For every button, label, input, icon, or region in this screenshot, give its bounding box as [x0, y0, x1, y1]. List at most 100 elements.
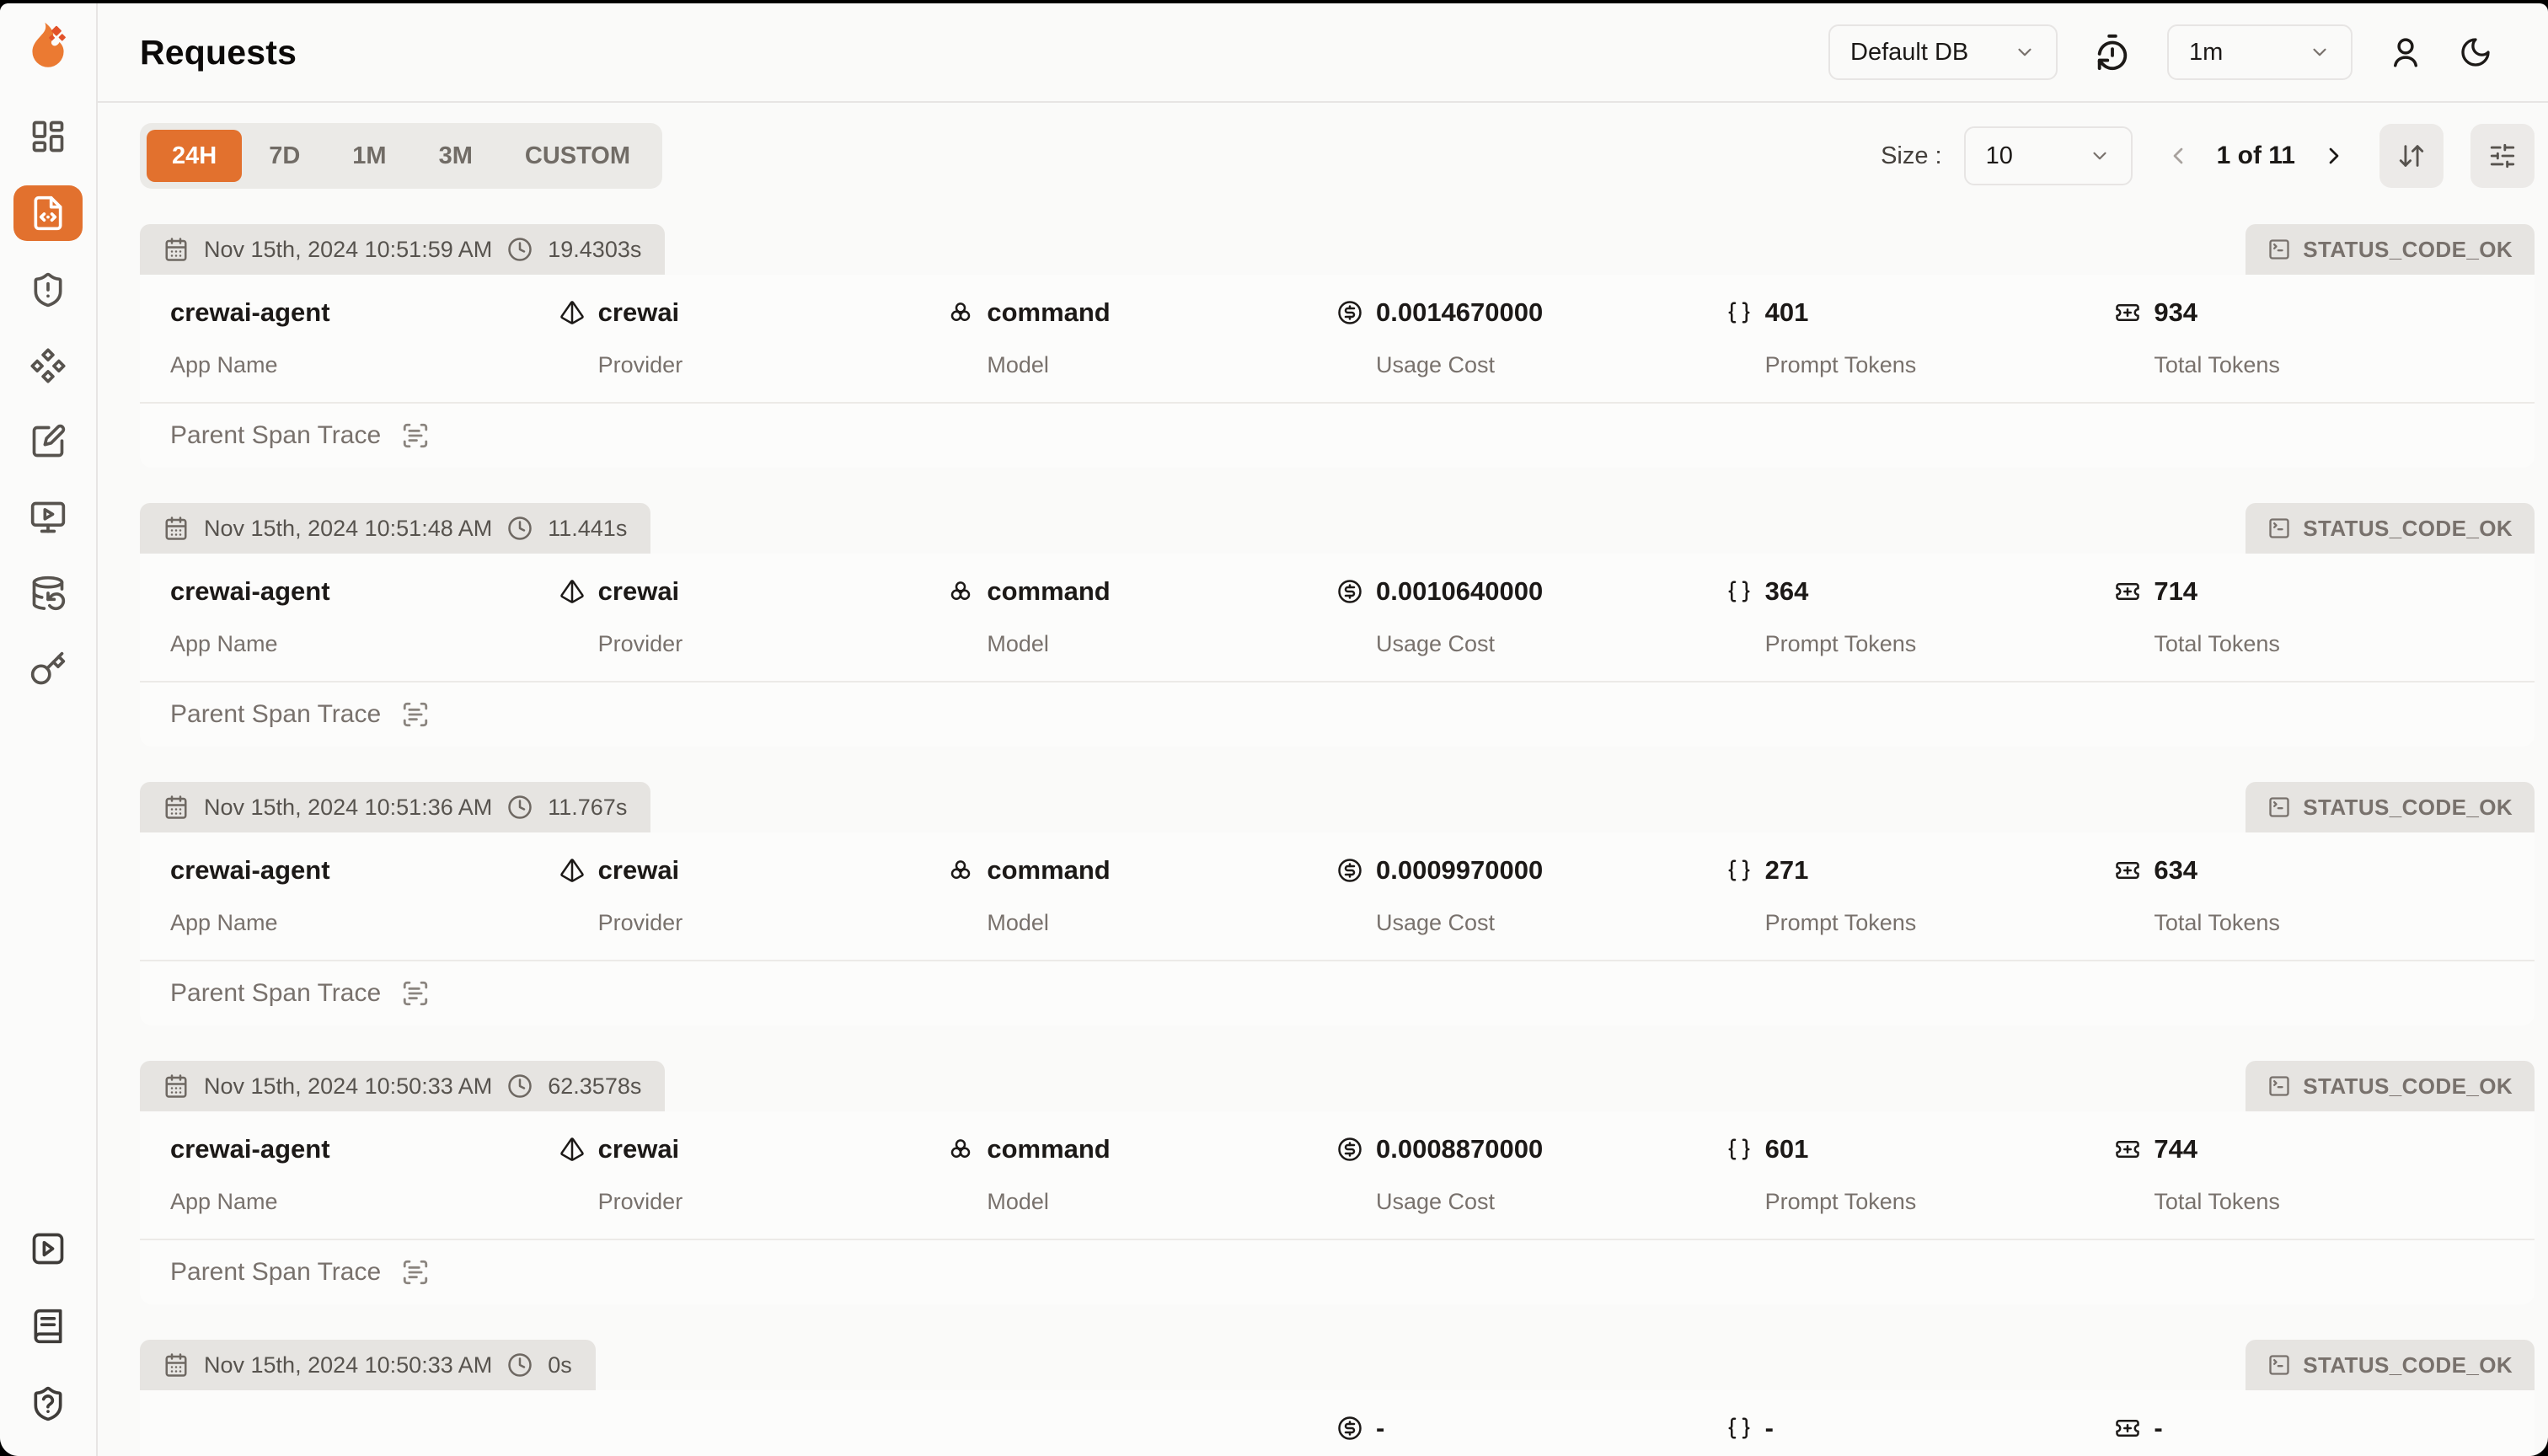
tab-7d[interactable]: 7D: [269, 142, 301, 169]
tab-custom[interactable]: CUSTOM: [524, 142, 631, 169]
field-provider: crewai Provider: [559, 1132, 949, 1215]
clock-icon: [507, 1073, 533, 1099]
request-card: Nov 15th, 2024 10:51:59 AM 19.4303s STAT…: [140, 224, 2535, 468]
terminal-icon: [2267, 1353, 2291, 1377]
field-model: command Model: [948, 295, 1337, 378]
calendar-icon: [163, 1073, 189, 1099]
sidebar-item-prompt-hub[interactable]: [20, 339, 76, 393]
sort-button[interactable]: [2379, 124, 2444, 188]
sidebar-item-requests[interactable]: [13, 185, 83, 241]
sidebar-item-playground[interactable]: [20, 490, 76, 544]
request-card: Nov 15th, 2024 10:50:33 AM 0s STATUS_COD…: [140, 1340, 2535, 1456]
sidebar-item-support[interactable]: [20, 1377, 76, 1431]
usage-cost-label: Usage Cost: [1375, 352, 1496, 377]
field-prompt-tokens: - Prompt Tokens: [1726, 1410, 2116, 1456]
dashboard-icon: [29, 118, 67, 155]
total-tokens-label: Total Tokens: [2154, 910, 2280, 935]
field-prompt-tokens: 401 Prompt Tokens: [1726, 295, 2116, 378]
parent-span-trace-row[interactable]: Parent Span Trace: [140, 681, 2535, 747]
parent-span-trace-row[interactable]: Parent Span Trace: [140, 402, 2535, 468]
refresh-interval-select[interactable]: 1m: [2167, 24, 2353, 80]
dollar-circle-icon: [1337, 300, 1362, 325]
prompt-tokens-value: 271: [1764, 855, 1809, 885]
provider-value: crewai: [597, 1134, 680, 1164]
chevron-left-icon[interactable]: [2165, 142, 2192, 169]
topbar-controls: Default DB 1m: [1828, 24, 2492, 80]
field-total-tokens: 934 Total Tokens: [2115, 295, 2504, 378]
clock-icon: [507, 516, 533, 541]
prompt-tokens-value: -: [1764, 1413, 1774, 1443]
calendar-icon: [163, 1352, 189, 1378]
prompt-tokens-value: 401: [1764, 297, 1809, 327]
terminal-icon: [2267, 1074, 2291, 1098]
app-name-label: App Name: [170, 1189, 278, 1214]
status-text: STATUS_CODE_OK: [2303, 236, 2513, 262]
app-name-value: crewai-agent: [170, 576, 330, 606]
database-backup-icon: [29, 575, 67, 612]
calendar-icon: [163, 516, 189, 541]
book-icon: [29, 1308, 67, 1345]
user-icon[interactable]: [2388, 35, 2423, 70]
sidebar-item-vault[interactable]: [20, 415, 76, 468]
chevron-right-icon[interactable]: [2320, 142, 2347, 169]
database-select-value: Default DB: [1850, 38, 1969, 66]
ticket-icon: [2115, 1137, 2140, 1162]
field-usage-cost: 0.0009970000 Usage Cost: [1337, 853, 1726, 936]
scan-text-icon: [401, 979, 430, 1008]
clock-icon: [507, 237, 533, 262]
model-label: Model: [987, 1189, 1049, 1214]
request-timestamp: Nov 15th, 2024 10:51:59 AM: [204, 236, 493, 262]
usage-cost-label: Usage Cost: [1375, 910, 1496, 935]
key-icon: [29, 650, 67, 688]
sidebar: [0, 3, 98, 1456]
pyramid-icon: [559, 858, 585, 883]
field-total-tokens: 744 Total Tokens: [2115, 1132, 2504, 1215]
page-size-select[interactable]: 10: [1963, 126, 2133, 185]
terminal-icon: [2267, 238, 2291, 261]
total-tokens-value: 714: [2154, 576, 2198, 606]
tab-1m[interactable]: 1M: [352, 142, 387, 169]
parent-span-trace-row[interactable]: Parent Span Trace: [140, 1239, 2535, 1304]
timer-reset-icon[interactable]: [2093, 33, 2132, 72]
prompt-tokens-label: Prompt Tokens: [1764, 1189, 1917, 1214]
sidebar-item-databases[interactable]: [20, 566, 76, 620]
request-card-body[interactable]: crewai-agent App Name crewai Provider co…: [140, 832, 2535, 1025]
app-name-label: App Name: [170, 910, 278, 935]
sidebar-item-exceptions[interactable]: [20, 263, 76, 317]
parent-span-trace-label: Parent Span Trace: [170, 1258, 382, 1286]
sidebar-item-dashboard[interactable]: [20, 110, 76, 163]
sidebar-item-demo[interactable]: [20, 1222, 76, 1276]
field-provider: crewai Provider: [559, 295, 949, 378]
sidebar-item-docs[interactable]: [20, 1299, 76, 1353]
total-tokens-value: -: [2154, 1413, 2163, 1443]
prompt-tokens-label: Prompt Tokens: [1764, 631, 1917, 656]
field-model: command Model: [948, 853, 1337, 936]
pyramid-icon: [559, 300, 585, 325]
request-card-body[interactable]: crewai-agent App Name crewai Provider co…: [140, 275, 2535, 468]
moon-icon[interactable]: [2459, 35, 2492, 69]
sidebar-item-api-keys[interactable]: [20, 642, 76, 696]
scan-text-icon: [401, 1258, 430, 1287]
usage-cost-label: Usage Cost: [1375, 631, 1496, 656]
provider-label: Provider: [597, 352, 683, 377]
request-card-body[interactable]: crewai-agent App Name crewai Provider co…: [140, 554, 2535, 747]
request-card-body[interactable]: - Usage Cost - Prompt Tokens -: [140, 1390, 2535, 1456]
app-name-label: App Name: [170, 631, 278, 656]
total-tokens-value: 634: [2154, 855, 2198, 885]
field-app-name: crewai-agent App Name: [170, 574, 559, 657]
database-select[interactable]: Default DB: [1828, 24, 2058, 80]
braces-icon: [1726, 1416, 1752, 1441]
chevron-down-icon: [2014, 41, 2036, 63]
usage-cost-value: 0.0008870000: [1375, 1134, 1544, 1164]
request-card-body[interactable]: crewai-agent App Name crewai Provider co…: [140, 1111, 2535, 1304]
page-size-label: Size :: [1881, 142, 1942, 169]
model-label: Model: [987, 910, 1049, 935]
filter-button[interactable]: [2470, 124, 2535, 188]
status-badge: STATUS_CODE_OK: [2246, 503, 2535, 554]
parent-span-trace-row[interactable]: Parent Span Trace: [140, 960, 2535, 1025]
tab-3m[interactable]: 3M: [438, 142, 473, 169]
openlit-logo-icon[interactable]: [24, 20, 72, 76]
request-card: Nov 15th, 2024 10:51:48 AM 11.441s STATU…: [140, 503, 2535, 747]
tab-24h[interactable]: 24H: [147, 130, 243, 182]
total-tokens-value: 934: [2154, 297, 2198, 327]
